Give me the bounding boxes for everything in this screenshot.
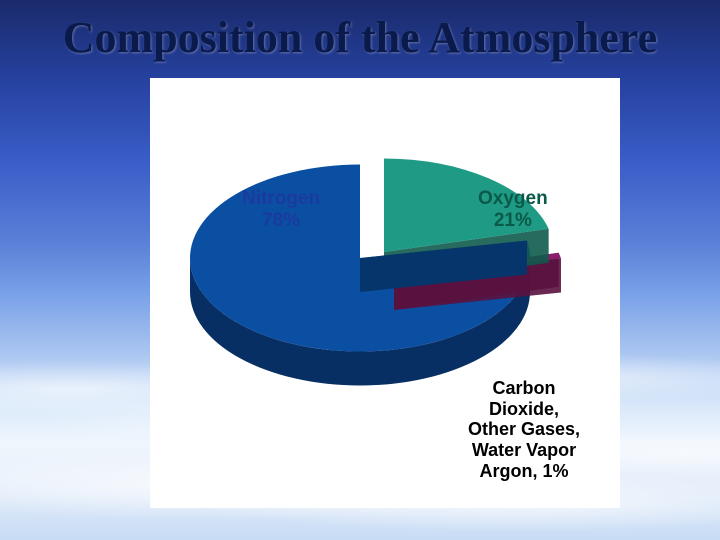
slice-label-other: Carbon Dioxide, Other Gases, Water Vapor… — [436, 378, 612, 481]
other-prefix: Argon, — [479, 461, 537, 481]
other-line1: Carbon — [436, 378, 612, 399]
slice-label-nitrogen: Nitrogen 78% — [242, 188, 320, 232]
nitrogen-pct: 78% — [242, 210, 320, 232]
other-line4: Water Vapor — [436, 440, 612, 461]
pie-chart: Nitrogen 78% Oxygen 21% Carbon Dioxide, … — [150, 78, 620, 508]
other-pct: 1% — [543, 461, 569, 481]
oxygen-name: Oxygen — [478, 188, 548, 210]
oxygen-pct: 21% — [478, 210, 548, 232]
other-line3: Other Gases, — [436, 419, 612, 440]
other-pct-line: Argon, 1% — [436, 461, 612, 482]
nitrogen-name: Nitrogen — [242, 188, 320, 210]
slice-label-oxygen: Oxygen 21% — [478, 188, 548, 232]
other-line2: Dioxide, — [436, 399, 612, 420]
page-title: Composition of the Atmosphere — [0, 12, 720, 63]
